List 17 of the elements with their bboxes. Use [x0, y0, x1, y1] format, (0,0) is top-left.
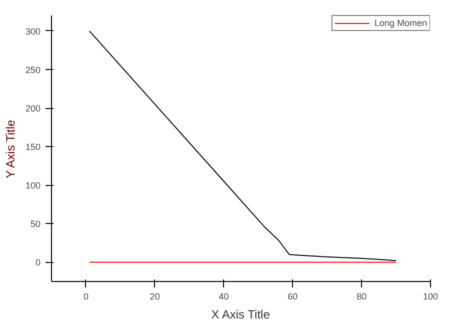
x-tick-label: 20: [150, 292, 160, 302]
y-tick-label: 0: [35, 258, 41, 268]
y-tick-label: 50: [30, 219, 41, 230]
y-tick-label: 100: [25, 180, 41, 191]
x-tick-label: 40: [218, 292, 229, 302]
y-axis-title: Y Axis Title: [3, 119, 18, 178]
x-tick-label: 100: [422, 292, 438, 302]
x-tick-label: 0: [83, 292, 88, 302]
x-tick-label: 80: [356, 292, 367, 302]
x-axis-title: X Axis Title: [211, 308, 270, 322]
y-tick-label: 200: [25, 104, 41, 114]
line-series: [88, 30, 397, 262]
x-tick-label: 60: [288, 292, 298, 302]
y-tick-label: 300: [25, 26, 41, 36]
legend-label: Long Momen: [374, 18, 427, 28]
y-tick-label: 150: [25, 142, 41, 152]
y-tick-label: 250: [25, 64, 41, 75]
